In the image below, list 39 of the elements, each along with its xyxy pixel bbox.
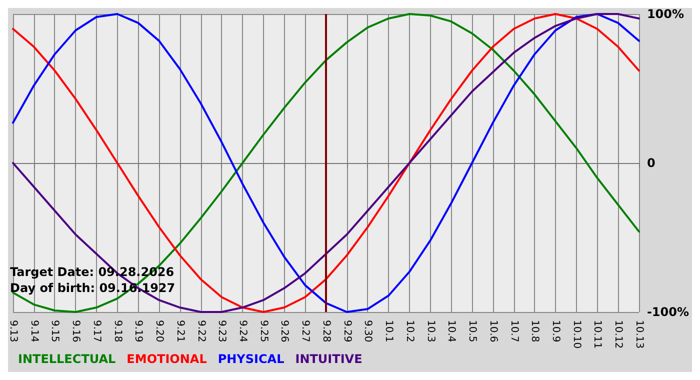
x-tick-label: 10.3 [424,320,436,342]
x-tick-label: 10.6 [487,320,498,342]
x-tick-label: 10.8 [529,320,540,342]
x-tick-label: 9.14 [28,320,40,342]
x-tick-label: 9.18 [112,320,123,342]
x-tick-label: 9.20 [154,320,165,342]
x-tick-label: 10.11 [592,320,603,349]
x-tick-label: 9.27 [300,320,311,342]
text: INTELLECTUAL [18,352,116,366]
x-tick-label: 9.19 [132,320,144,342]
line-series [12,13,640,313]
x-tick-label: 10.12 [612,320,624,349]
x-tick-label: 9.16 [70,320,82,342]
text: PHYSICAL [218,352,285,366]
x-tick-label: 10.9 [550,320,561,342]
text: INTUITIVE [295,352,362,366]
x-tick-label: 10.5 [466,320,478,342]
x-tick-label: 10.10 [570,320,582,349]
x-tick-label: 9.25 [258,320,269,342]
x-tick-label: 10.1 [383,320,394,342]
y-tick-label: 100% [646,7,684,21]
y-tick-label: 0 [646,156,656,170]
x-tick-label: 9.23 [216,320,228,342]
x-tick-label: 9.26 [278,320,290,342]
x-tick-label: 9.15 [49,320,60,342]
x-tick-label: 9.13 [8,320,18,342]
x-tick-label: 9.29 [341,320,352,342]
x-tick-label: 9.28 [320,320,332,342]
text: EMOTIONAL [126,352,208,366]
x-tick-label: 9.22 [195,320,206,342]
x-tick-label: 9.24 [237,320,248,342]
x-tick-label: 9.17 [90,320,102,342]
x-tick-label: 10.7 [508,320,520,342]
x-tick-label: 9.21 [174,320,186,342]
x-tick-label: 10.2 [404,320,415,342]
y-tick-label: -100% [646,305,690,319]
x-tick-label: 10.4 [446,320,457,342]
x-tick-label: 9.30 [362,320,374,342]
x-tick-label: 10.13 [633,320,644,349]
